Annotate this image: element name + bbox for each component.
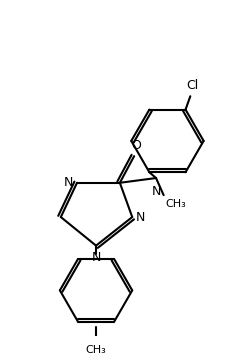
Text: N: N — [136, 211, 145, 223]
Text: N: N — [91, 251, 101, 264]
Text: N: N — [151, 185, 161, 198]
Text: Cl: Cl — [186, 79, 198, 92]
Text: CH₃: CH₃ — [165, 199, 186, 209]
Text: O: O — [131, 139, 141, 152]
Text: N: N — [64, 176, 73, 189]
Text: CH₃: CH₃ — [86, 345, 106, 353]
